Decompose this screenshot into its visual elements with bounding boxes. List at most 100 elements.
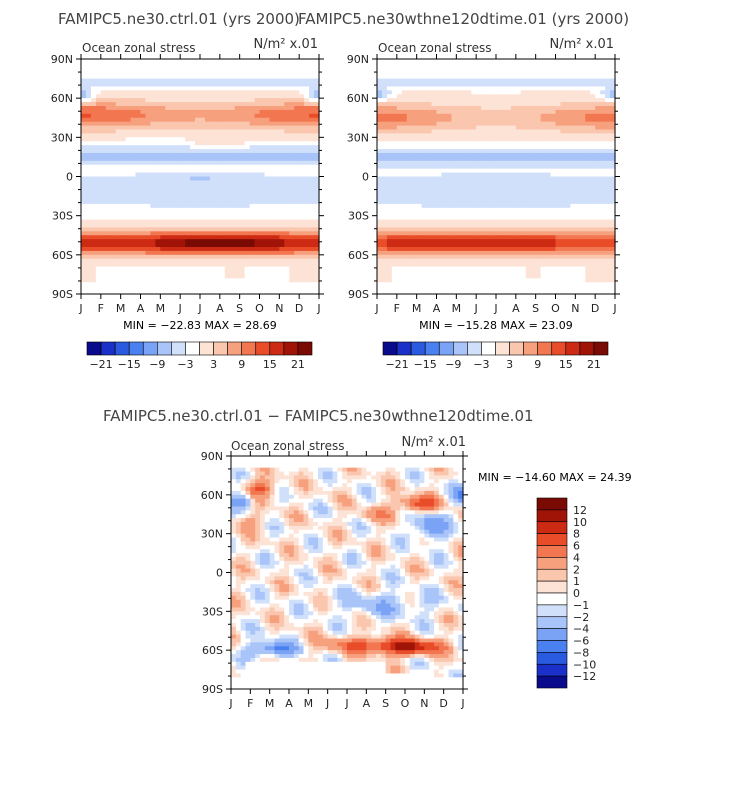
heatmap-cell xyxy=(441,121,448,127)
heatmap-cell xyxy=(90,247,97,252)
heatmap-cell xyxy=(600,98,606,103)
heatmap-cell xyxy=(466,137,472,142)
heatmap-cell xyxy=(90,239,97,244)
heatmap-cell xyxy=(510,196,517,201)
heatmap-cell xyxy=(595,90,601,95)
heatmap-cell xyxy=(239,286,246,291)
heatmap-cell xyxy=(145,211,152,217)
colorbar-label: 3 xyxy=(210,358,217,371)
heatmap-cell xyxy=(580,172,586,178)
heatmap-cell xyxy=(585,82,591,88)
heatmap-cell xyxy=(570,184,576,189)
heatmap-cell xyxy=(610,184,616,189)
heatmap-cell xyxy=(244,184,251,189)
heatmap-cell xyxy=(496,219,502,225)
heatmap-cell xyxy=(284,278,290,283)
heatmap-cell xyxy=(204,278,211,283)
heatmap-cell xyxy=(185,282,191,287)
heatmap-cell xyxy=(550,164,557,170)
heatmap-cell xyxy=(175,192,181,197)
heatmap-cell xyxy=(486,117,492,123)
heatmap-cell xyxy=(125,219,132,225)
heatmap-cell xyxy=(446,211,452,217)
heatmap-cell xyxy=(214,211,221,217)
heatmap-cell xyxy=(309,172,315,178)
heatmap-cell xyxy=(416,156,423,162)
heatmap-cell xyxy=(431,172,438,178)
heatmap-cell xyxy=(239,227,246,232)
heatmap-cell xyxy=(570,180,576,185)
heatmap-cell xyxy=(229,133,236,138)
heatmap-cell xyxy=(170,133,176,138)
heatmap-cell xyxy=(421,117,428,123)
heatmap-cell xyxy=(461,156,467,162)
heatmap-cell xyxy=(125,215,132,221)
heatmap-cell xyxy=(446,203,452,209)
heatmap-cell xyxy=(274,149,280,154)
heatmap-cell xyxy=(486,160,492,166)
heatmap-cell xyxy=(170,86,176,91)
heatmap-cell xyxy=(204,153,211,158)
heatmap-cell xyxy=(304,109,310,115)
heatmap-cell xyxy=(530,207,537,213)
heatmap-cell xyxy=(274,129,280,135)
heatmap-cell xyxy=(110,282,117,287)
heatmap-cell xyxy=(299,290,305,295)
heatmap-cell xyxy=(386,207,393,213)
heatmap-cell xyxy=(175,176,181,182)
heatmap-cell xyxy=(491,149,497,154)
heatmap-cell xyxy=(264,180,271,185)
heatmap-cell xyxy=(299,113,305,119)
heatmap-cell xyxy=(595,74,601,80)
heatmap-cell xyxy=(476,129,482,135)
heatmap-cell xyxy=(254,74,261,80)
heatmap-cell xyxy=(580,117,586,123)
heatmap-cell xyxy=(525,168,532,174)
heatmap-cell xyxy=(190,254,196,260)
heatmap-cell xyxy=(229,74,236,80)
heatmap-cell xyxy=(244,258,251,264)
heatmap-cell xyxy=(135,141,142,146)
heatmap-cell xyxy=(461,211,467,217)
heatmap-cell xyxy=(170,262,176,268)
heatmap-cell xyxy=(249,125,256,131)
heatmap-cell xyxy=(446,207,452,213)
heatmap-cell xyxy=(580,141,586,146)
heatmap-cell xyxy=(515,211,522,217)
heatmap-cell xyxy=(130,211,137,217)
heatmap-cell xyxy=(386,86,393,91)
heatmap-cell xyxy=(500,129,507,135)
heatmap-cell xyxy=(466,78,472,84)
heatmap-cell xyxy=(309,149,315,154)
heatmap-cell xyxy=(274,109,280,115)
heatmap-cell xyxy=(229,70,236,76)
heatmap-cell xyxy=(600,133,606,138)
heatmap-cell xyxy=(135,184,142,189)
heatmap-cell xyxy=(135,227,142,232)
heatmap-cell xyxy=(406,176,413,182)
heatmap-field xyxy=(377,59,616,295)
heatmap-cell xyxy=(416,98,423,103)
heatmap-cell xyxy=(90,145,97,150)
heatmap-cell xyxy=(471,203,477,209)
heatmap-cell xyxy=(195,66,201,72)
heatmap-cell xyxy=(269,98,275,103)
heatmap-cell xyxy=(165,188,171,193)
heatmap-cell xyxy=(105,66,112,72)
heatmap-cell xyxy=(105,250,112,256)
heatmap-cell xyxy=(309,290,315,295)
heatmap-cell xyxy=(90,262,97,268)
heatmap-cell xyxy=(535,184,542,189)
heatmap-cell xyxy=(190,78,196,84)
heatmap-cell xyxy=(239,82,246,88)
heatmap-cell xyxy=(505,98,512,103)
heatmap-cell xyxy=(165,176,171,182)
heatmap-cell xyxy=(175,223,181,229)
heatmap-cell xyxy=(431,78,438,84)
heatmap-cell xyxy=(289,82,295,88)
heatmap-cell xyxy=(170,286,176,291)
heatmap-cell xyxy=(204,290,211,295)
heatmap-cell xyxy=(214,176,221,182)
heatmap-cell xyxy=(314,172,320,178)
heatmap-cell xyxy=(575,106,581,111)
